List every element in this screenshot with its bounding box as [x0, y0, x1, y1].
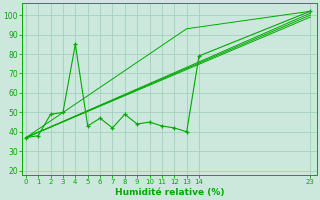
X-axis label: Humidité relative (%): Humidité relative (%) [115, 188, 224, 197]
